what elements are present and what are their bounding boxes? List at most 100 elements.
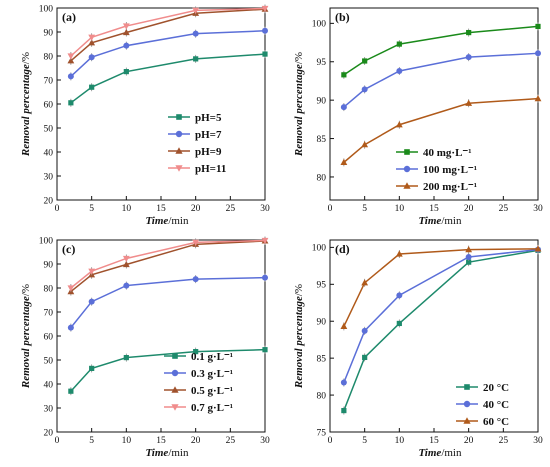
legend-marker <box>171 369 179 377</box>
data-point <box>192 30 199 37</box>
x-axis-title: Time/min <box>146 215 189 227</box>
data-point <box>341 72 347 78</box>
x-tick-label: 10 <box>122 436 132 446</box>
x-tick-label: 5 <box>362 436 367 446</box>
data-point <box>122 260 130 268</box>
data-point <box>361 86 368 93</box>
y-tick-label: 90 <box>317 318 327 328</box>
x-tick-label: 20 <box>464 436 474 446</box>
x-tick-label: 30 <box>533 436 543 446</box>
data-point <box>466 29 472 36</box>
y-tick-label: 60 <box>44 332 54 342</box>
data-point <box>67 73 74 80</box>
series-line <box>70 276 266 329</box>
legend-marker <box>403 182 411 189</box>
x-tick-label: 25 <box>226 204 236 214</box>
y-axis-title: Removal percentage/% <box>293 52 305 157</box>
y-axis-title: Removal percentage/% <box>20 52 32 157</box>
x-axis-title: Time/min <box>146 447 189 459</box>
panel-label: (c) <box>62 242 75 256</box>
data-point <box>535 23 541 30</box>
x-tick-label: 20 <box>191 436 201 446</box>
y-tick-label: 85 <box>317 135 327 145</box>
x-tick-label: 15 <box>429 436 439 446</box>
data-point <box>534 245 542 252</box>
y-tick-label: 90 <box>317 96 327 106</box>
panel-label: (b) <box>335 10 350 24</box>
data-point <box>192 239 200 246</box>
data-point <box>122 255 130 263</box>
y-tick-label: 90 <box>44 28 54 38</box>
x-tick-label: 15 <box>156 436 166 446</box>
chart-panel-1: 0 5 10 15 20 25 30 20 30 40 50 60 70 80 90 100 (a) Time/m… <box>20 4 270 227</box>
x-tick-label: 25 <box>499 204 509 214</box>
plot-frame <box>56 239 266 433</box>
legend-marker <box>175 147 183 154</box>
series-line <box>343 25 539 76</box>
x-tick-label: 10 <box>395 204 405 214</box>
data-point <box>88 54 95 61</box>
data-point <box>361 279 369 286</box>
legend-marker <box>175 165 183 172</box>
y-tick-label: 40 <box>44 380 54 390</box>
series-3 <box>340 94 542 167</box>
y-axis-title: Removal percentage/% <box>293 284 305 389</box>
data-point <box>262 347 268 353</box>
data-point <box>465 246 473 253</box>
data-point <box>88 39 96 46</box>
x-tick-label: 30 <box>260 436 270 446</box>
data-point <box>535 50 541 57</box>
y-tick-label: 80 <box>317 391 327 401</box>
data-point <box>88 34 96 41</box>
legend-marker <box>464 384 470 390</box>
panel-label: (a) <box>62 10 76 24</box>
y-tick-label: 80 <box>317 173 327 183</box>
data-point <box>192 276 199 283</box>
chart-panel-3: 0 5 10 15 20 25 30 20 30 40 50 60 70 80 90 100 (c) Time/m… <box>20 236 270 459</box>
series-2 <box>67 26 268 81</box>
data-point <box>89 84 95 90</box>
chart-panel-2: 0 5 10 15 20 25 30 80 85 90 95 100 (b) Time/min Remova… <box>293 7 543 227</box>
y-tick-label: 20 <box>44 196 54 206</box>
data-point <box>465 253 472 260</box>
y-tick-label: 30 <box>44 404 54 414</box>
y-tick-label: 60 <box>44 100 54 110</box>
data-point <box>67 57 75 64</box>
data-point <box>123 355 129 361</box>
legend-marker <box>403 165 411 173</box>
y-tick-label: 50 <box>44 124 54 134</box>
legend-label: pH=11 <box>195 163 226 175</box>
x-tick-label: 5 <box>89 436 94 446</box>
legend-marker <box>463 400 471 408</box>
y-tick-label: 95 <box>317 58 327 68</box>
data-point <box>193 349 199 355</box>
y-tick-label: 85 <box>317 354 327 364</box>
data-point <box>261 5 269 13</box>
legend-label: 60 °C <box>483 416 509 428</box>
data-point <box>123 69 129 75</box>
series-line <box>70 30 266 77</box>
data-point <box>192 7 200 14</box>
data-point <box>362 58 368 64</box>
legend-label: pH=5 <box>195 112 222 124</box>
x-tick-label: 10 <box>122 204 132 214</box>
series-2 <box>340 245 541 387</box>
legend-marker <box>175 130 183 138</box>
data-point <box>261 237 269 245</box>
data-point <box>340 379 347 386</box>
legend-label: 0.3 g·L⁻¹ <box>191 368 233 380</box>
data-point <box>396 41 402 47</box>
y-tick-label: 20 <box>44 428 54 438</box>
series-1 <box>341 22 541 79</box>
y-tick-label: 80 <box>44 52 54 62</box>
legend-label: 0.5 g·L⁻¹ <box>191 385 233 397</box>
panel-label: (d) <box>335 242 350 256</box>
data-point <box>193 56 199 62</box>
x-tick-label: 15 <box>156 204 166 214</box>
data-point <box>395 121 403 128</box>
x-tick-label: 30 <box>260 204 270 214</box>
x-tick-label: 15 <box>429 204 439 214</box>
data-point <box>362 354 368 361</box>
data-point <box>88 268 96 275</box>
